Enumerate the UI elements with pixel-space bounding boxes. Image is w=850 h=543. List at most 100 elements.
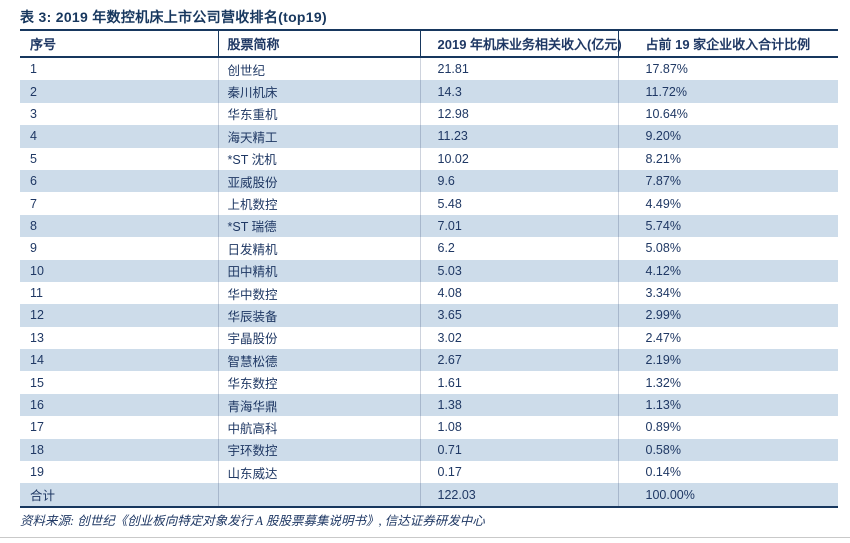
- table-cell: 2.67: [419, 349, 618, 372]
- table-row: 4 海天精工 11.23 9.20%: [20, 125, 838, 148]
- table-cell: 0.17: [419, 461, 618, 484]
- source-note: 资料来源: 创世纪《创业板向特定对象发行 A 股股票募集说明书》, 信达证券研发…: [20, 514, 485, 528]
- table-cell: 16: [30, 398, 44, 413]
- table-row: 7 上机数控 5.48 4.49%: [20, 192, 838, 215]
- table-cell: 1: [30, 62, 37, 77]
- table-cell: 17.87%: [617, 57, 838, 81]
- header-row: 序号 股票简称 2019 年机床业务相关收入(亿元) 占前 19 家企业收入合计…: [20, 31, 838, 58]
- table-cell: 10.02: [419, 147, 618, 170]
- table-cell: 1.13%: [617, 393, 838, 417]
- table-cell: 12.98: [419, 102, 618, 126]
- table-cell: 合计: [30, 489, 56, 504]
- table-cell: 上机数控: [217, 192, 420, 215]
- table-cell: 9.6: [419, 169, 618, 193]
- table-cell: 4.12%: [617, 259, 838, 282]
- table-cell: 1.61: [419, 371, 618, 394]
- table-cell: 0.71: [419, 438, 618, 462]
- table-cell: 山东威达: [217, 461, 420, 484]
- table-cell: 创世纪: [217, 57, 420, 81]
- table-cell: 13: [30, 330, 44, 345]
- table-row: 2 秦川机床 14.3 11.72%: [20, 80, 838, 103]
- table-cell: 3: [30, 106, 37, 121]
- table-cell: 智慧松德: [217, 349, 420, 372]
- total-row: 合计 122.03 100.00%: [20, 483, 838, 507]
- table-row: 1 创世纪 21.81 17.87%: [20, 57, 838, 81]
- table-row: 13 宇晶股份 3.02 2.47%: [20, 326, 838, 350]
- table-row: 14 智慧松德 2.67 2.19%: [20, 349, 838, 372]
- table-cell: [217, 483, 420, 507]
- table-cell: 5.03: [419, 259, 618, 282]
- table-cell: 11.23: [419, 125, 618, 148]
- table-cell: 华东重机: [217, 102, 420, 126]
- table-cell: 2: [30, 84, 37, 99]
- table-row: 17 中航高科 1.08 0.89%: [20, 416, 838, 439]
- table-cell: 宇环数控: [217, 438, 420, 462]
- table-cell: 4.49%: [617, 192, 838, 215]
- table-cell: 华中数控: [217, 281, 420, 305]
- table-row: 12 华辰装备 3.65 2.99%: [20, 304, 838, 327]
- table-cell: 11.72%: [617, 80, 838, 103]
- table-cell: 5: [30, 151, 37, 166]
- table-cell: 1.32%: [617, 371, 838, 394]
- col-header-rank: 序号: [20, 31, 218, 58]
- table-cell: 华辰装备: [217, 304, 420, 327]
- table-cell: 4: [30, 129, 37, 144]
- table-cell: 8: [30, 218, 37, 233]
- table-cell: 17: [30, 420, 44, 435]
- col-header-revenue: 2019 年机床业务相关收入(亿元): [419, 31, 622, 58]
- table-row: 16 青海华鼎 1.38 1.13%: [20, 393, 838, 417]
- table-cell: 日发精机: [217, 237, 420, 260]
- table-cell: 100.00%: [617, 483, 838, 507]
- table-cell: 田中精机: [217, 259, 420, 282]
- table-cell: 亚威股份: [217, 169, 420, 193]
- bottom-divider: [0, 537, 850, 538]
- table-cell: 0.14%: [617, 461, 838, 484]
- table-cell: 2.47%: [617, 326, 838, 350]
- table-cell: 2.99%: [617, 304, 838, 327]
- col-header-share: 占前 19 家企业收入合计比例: [617, 31, 838, 58]
- table-cell: 1.08: [419, 416, 618, 439]
- table-cell: 10.64%: [617, 102, 838, 126]
- table-row: 19 山东威达 0.17 0.14%: [20, 461, 838, 484]
- table-row: 8 *ST 瑞德 7.01 5.74%: [20, 214, 838, 238]
- table-row: 9 日发精机 6.2 5.08%: [20, 237, 838, 260]
- table-cell: 1.38: [419, 393, 618, 417]
- table-row: 10 田中精机 5.03 4.12%: [20, 259, 838, 282]
- table-cell: 14.3: [419, 80, 618, 103]
- table-row: 3 华东重机 12.98 10.64%: [20, 102, 838, 126]
- table-cell: 15: [30, 375, 44, 390]
- table-cell: 2.19%: [617, 349, 838, 372]
- table-cell: 秦川机床: [217, 80, 420, 103]
- table-cell: 宇晶股份: [217, 326, 420, 350]
- table-cell: 4.08: [419, 281, 618, 305]
- col-header-name: 股票简称: [217, 31, 420, 58]
- table-cell: 12: [30, 308, 44, 323]
- table-cell: 10: [30, 263, 44, 278]
- table-cell: 9.20%: [617, 125, 838, 148]
- table-row: 6 亚威股份 9.6 7.87%: [20, 169, 838, 193]
- table-cell: 7: [30, 196, 37, 211]
- table-cell: 华东数控: [217, 371, 420, 394]
- table-cell: 0.58%: [617, 438, 838, 462]
- table-cell: 3.65: [419, 304, 618, 327]
- table-cell: 14: [30, 353, 44, 368]
- table-cell: 0.89%: [617, 416, 838, 439]
- table-cell: 18: [30, 442, 44, 457]
- table-row: 18 宇环数控 0.71 0.58%: [20, 438, 838, 462]
- table-cell: 21.81: [419, 57, 618, 81]
- table-cell: 3.34%: [617, 281, 838, 305]
- revenue-ranking-table: 序号 股票简称 2019 年机床业务相关收入(亿元) 占前 19 家企业收入合计…: [20, 31, 838, 508]
- table-cell: 6.2: [419, 237, 618, 260]
- table-cell: 青海华鼎: [217, 393, 420, 417]
- table-row: 11 华中数控 4.08 3.34%: [20, 281, 838, 305]
- table-cell: 5.74%: [617, 214, 838, 238]
- table-cell: 3.02: [419, 326, 618, 350]
- table-cell: 7.01: [419, 214, 618, 238]
- table-cell: 8.21%: [617, 147, 838, 170]
- table-cell: 9: [30, 241, 37, 256]
- table-cell: *ST 瑞德: [217, 214, 420, 238]
- table-row: 15 华东数控 1.61 1.32%: [20, 371, 838, 394]
- table-cell: 122.03: [419, 483, 618, 507]
- table-cell: *ST 沈机: [217, 147, 420, 170]
